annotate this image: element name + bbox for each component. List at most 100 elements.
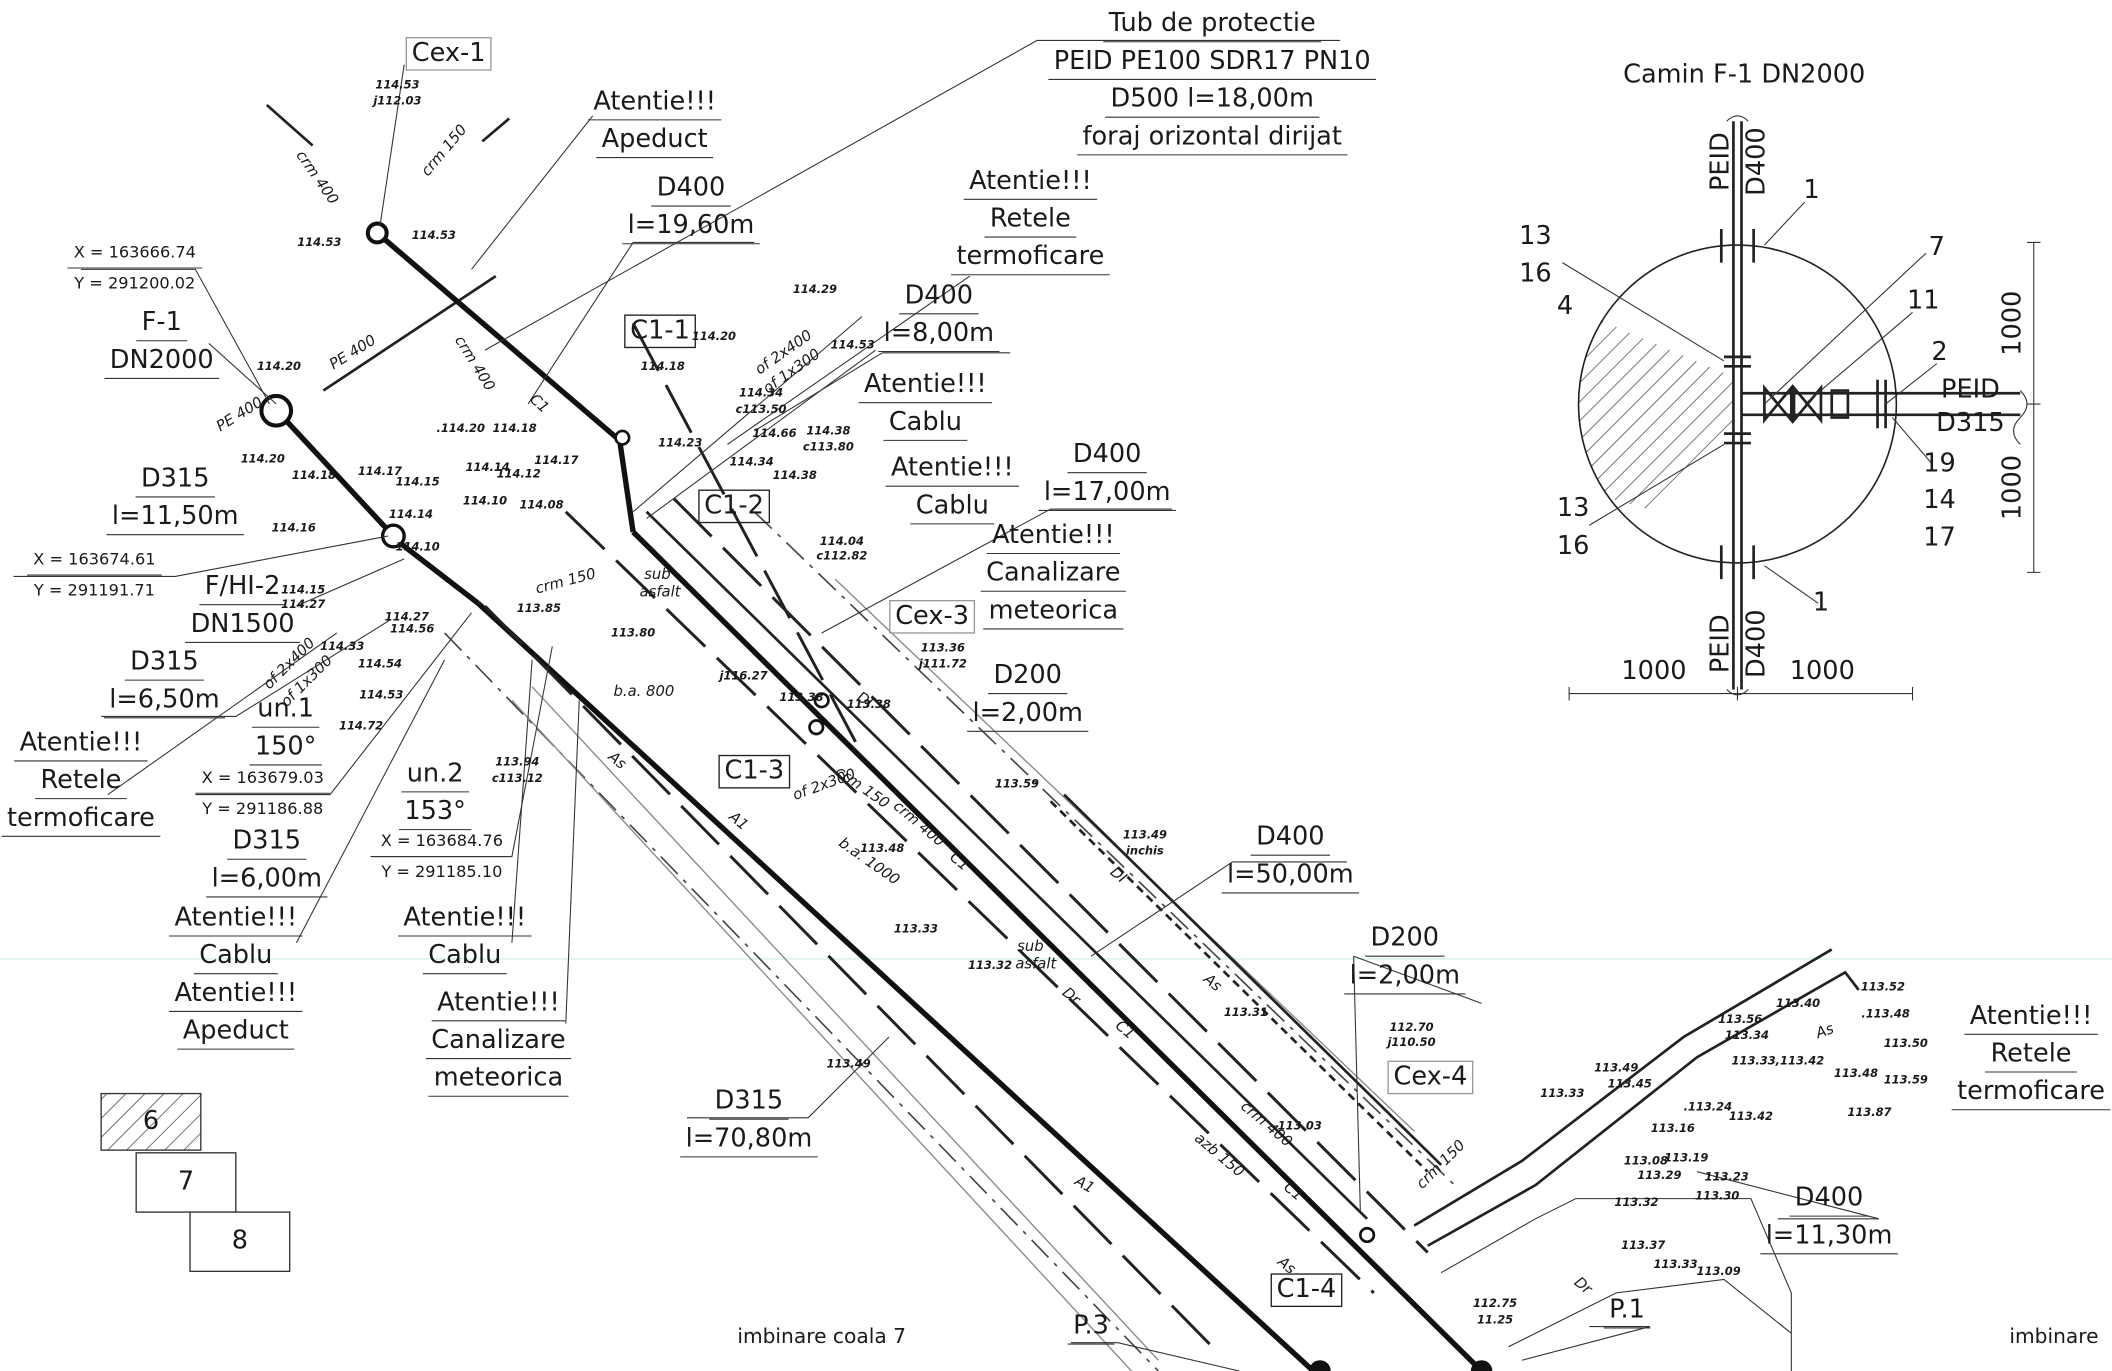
callout-text: un.2 — [407, 758, 464, 788]
elevation: 114.53 — [375, 77, 419, 91]
elevation: 113.38 — [847, 697, 891, 711]
callout-text: Atentie!!! — [891, 453, 1014, 483]
callout-text: Retele — [40, 765, 121, 795]
leader — [527, 241, 755, 405]
elevation: 113.23 — [1705, 1170, 1749, 1184]
callout-text: PEID PE100 SDR17 PN10 — [1054, 46, 1371, 76]
pipe — [616, 439, 636, 533]
pipe-label: sub — [1017, 938, 1043, 955]
elevation: .113.48 — [1861, 1007, 1910, 1021]
callout-text: meteorica — [989, 595, 1118, 625]
dimension — [1568, 241, 2041, 701]
elevation: 113.37 — [1621, 1238, 1665, 1252]
callout-text: l=6,50m — [109, 684, 219, 714]
elevation: 11.25 — [1477, 1312, 1513, 1326]
elevation: 113.48 — [860, 841, 904, 855]
curb — [1440, 1198, 1792, 1371]
elevation: c113.50 — [736, 402, 787, 416]
callout-text: l=11,30m — [1766, 1220, 1893, 1250]
elevation: 114.18 — [292, 468, 336, 482]
callout-text: 150° — [255, 731, 317, 761]
legend-boxes — [100, 1092, 291, 1273]
leader — [195, 612, 472, 796]
elevation: 114.17 — [358, 464, 402, 478]
curb — [531, 686, 1159, 1361]
pipe — [285, 419, 396, 538]
section-line — [481, 117, 511, 143]
elevation: inchis — [1126, 844, 1164, 858]
leader — [511, 659, 533, 943]
callout-text: Apeduct — [183, 1016, 289, 1046]
inset-label: 1000 — [1790, 656, 1855, 686]
leader — [1562, 201, 1938, 604]
section-line — [322, 274, 497, 392]
callout-text: Tub de protectie — [1108, 8, 1316, 38]
elevation: 114.20 — [241, 452, 285, 466]
inset-label: 4 — [1557, 291, 1573, 321]
elevation: 113.49 — [1123, 827, 1167, 841]
callout-text: l=6,00m — [212, 863, 322, 893]
elevation: 114.34 — [730, 454, 774, 468]
callout-text: termoficare — [956, 241, 1104, 271]
elevation: 113.56 — [1718, 1012, 1762, 1026]
coordinate: X = 163666.74 — [74, 243, 196, 262]
elevation: 114.66 — [752, 426, 796, 440]
inset-title: Camin F-1 DN2000 — [1623, 59, 1865, 89]
elevation: j110.50 — [1386, 1035, 1436, 1049]
callout-text: Atentie!!! — [174, 978, 297, 1008]
pipe-label: asfalt — [640, 584, 682, 601]
inset-label: 11 — [1907, 286, 1940, 316]
hatch-area — [1578, 309, 1734, 512]
elevation: 113.31 — [1224, 1005, 1268, 1019]
callout-text: D200 — [993, 660, 1062, 690]
chamber — [1577, 244, 1898, 564]
callout-text: P.3 — [1073, 1311, 1109, 1341]
pipe-label: b.a. 800 — [613, 683, 674, 700]
callout-text: Apeduct — [602, 124, 708, 154]
leader — [471, 115, 594, 270]
elevation: 114.08 — [519, 498, 563, 512]
elevation: 113.09 — [1697, 1264, 1741, 1278]
legend-box — [189, 1211, 291, 1273]
callout-text: DN1500 — [191, 609, 295, 639]
elevation: 114.18 — [641, 359, 685, 373]
callout-text: D315 — [130, 647, 199, 677]
elevation: 113.38 — [779, 690, 823, 704]
box-label: C1-1 — [630, 315, 690, 345]
elevation: 113.33 — [894, 922, 938, 936]
valve — [1763, 379, 1887, 429]
leader — [1696, 1171, 1880, 1220]
elevation: j116.27 — [718, 669, 768, 683]
callout-text: Cablu — [428, 940, 501, 970]
leader — [565, 700, 580, 1024]
inset-label: PEID — [1705, 614, 1735, 673]
callout-text: l=2,00m — [973, 698, 1083, 728]
elevation: 114.53 — [359, 687, 403, 701]
leader — [754, 352, 1011, 432]
coordinate: X = 163679.03 — [202, 768, 324, 787]
elevation: 113.16 — [1651, 1121, 1695, 1135]
elevation: 114.27 — [385, 609, 429, 623]
manhole — [1309, 1360, 1331, 1371]
callout-text: l=17,00m — [1044, 477, 1171, 507]
callout-text: D200 — [1371, 923, 1440, 953]
pipe — [645, 510, 1369, 1220]
section-line — [265, 104, 314, 147]
cable — [443, 632, 1159, 1371]
inset-label: 13 — [1519, 221, 1552, 251]
leader — [686, 1036, 890, 1119]
leader — [107, 632, 338, 796]
leader — [80, 268, 270, 405]
callout-text: l=11,50m — [112, 501, 239, 531]
flanges — [1719, 228, 1755, 580]
elevation: 114.23 — [658, 436, 702, 450]
callout-text: Canalizare — [986, 558, 1120, 588]
elevation: 113.45 — [1608, 1077, 1652, 1091]
inset-label: D400 — [1742, 609, 1772, 678]
elevation: 114.12 — [497, 467, 541, 481]
heating — [1049, 800, 1429, 1173]
inset-label: D400 — [1742, 127, 1772, 196]
elevation: c113.80 — [803, 440, 854, 454]
